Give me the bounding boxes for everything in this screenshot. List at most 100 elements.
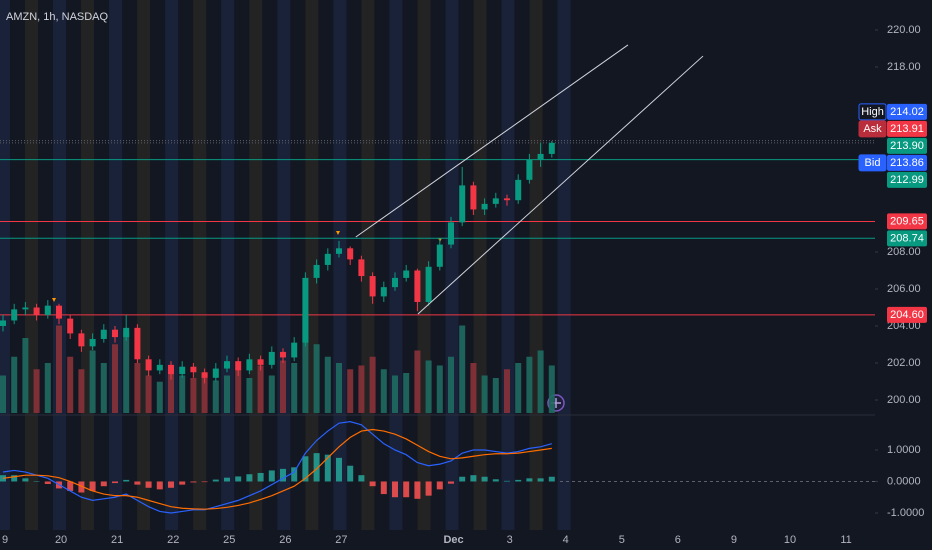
candle-body	[336, 248, 342, 254]
badge-name: Bid	[865, 157, 881, 169]
x-tick-label: 20	[55, 534, 67, 546]
macd-histogram-bar	[504, 480, 510, 482]
x-tick-label: 26	[279, 534, 291, 546]
volume-bar	[392, 375, 398, 413]
premarket-stripe	[193, 0, 207, 530]
price-badge	[887, 213, 927, 230]
macd-histogram-bar	[168, 481, 174, 488]
volume-bar	[112, 344, 118, 413]
volume-bar	[134, 363, 141, 413]
price-badge	[887, 120, 927, 137]
price-badge-label: 214.02	[890, 106, 924, 118]
volume-bar	[56, 325, 62, 413]
macd-line	[2, 421, 552, 514]
candle-body	[257, 359, 264, 365]
x-tick-label: 9	[2, 534, 8, 546]
chart-title: AMZN, 1h, NASDAQ	[6, 11, 109, 23]
volume-bar	[403, 373, 410, 413]
volume-bar	[313, 344, 320, 413]
candle-body	[201, 372, 208, 378]
macd-histogram-bar	[448, 481, 454, 484]
macd-histogram-bar	[257, 472, 264, 482]
candle-body	[89, 338, 96, 347]
macd-histogram-bar	[134, 481, 141, 485]
y-tick-label: 202.00	[887, 357, 921, 369]
badge-name-bg	[858, 154, 887, 172]
candle-body	[11, 309, 18, 321]
macd-histogram-bar	[22, 478, 29, 482]
candle-body	[212, 368, 219, 378]
macd-histogram-bar	[358, 475, 365, 482]
candle-body	[44, 305, 51, 315]
candle-body	[459, 185, 466, 223]
candle-body	[358, 259, 365, 277]
y-tick-label: 218.00	[887, 61, 921, 73]
macd-histogram-bar	[291, 467, 298, 482]
macd-histogram-bar	[78, 481, 85, 493]
trendline	[417, 55, 704, 315]
macd-histogram-bar	[515, 479, 522, 482]
volume-bar	[504, 369, 510, 413]
volume-bar	[224, 375, 230, 413]
volume-bar	[33, 369, 40, 413]
macd-histogram-bar	[302, 456, 309, 482]
afterhours-stripe	[501, 0, 515, 530]
macd-histogram-bar	[100, 481, 107, 487]
macd-histogram-bar	[537, 478, 544, 482]
volume-bar	[123, 331, 130, 413]
volume-bar	[526, 356, 533, 413]
price-badge-label: 204.60	[890, 309, 924, 321]
candle-body	[347, 248, 354, 260]
macd-histogram-bar	[459, 476, 466, 482]
volume-bar	[44, 363, 51, 413]
price-badge	[887, 230, 927, 247]
candle-body	[313, 264, 320, 278]
volume-bar	[324, 356, 331, 413]
candle-body	[380, 287, 387, 297]
candle-body	[190, 366, 197, 373]
x-tick-label: 27	[335, 534, 347, 546]
candle-body	[369, 276, 376, 297]
candle-body	[145, 359, 152, 371]
afterhours-stripe	[0, 0, 10, 530]
candle-body	[436, 244, 443, 267]
x-tick-label: Dec	[443, 534, 463, 546]
price-badge	[887, 306, 927, 323]
volume-bar	[190, 378, 197, 413]
volume-bar	[436, 365, 443, 413]
volume-bar	[201, 373, 208, 413]
macd-histogram-bar	[324, 454, 331, 482]
volume-bar	[336, 363, 342, 413]
afterhours-stripe	[165, 0, 179, 530]
candle-body	[0, 320, 6, 327]
macd-histogram-bar	[224, 477, 230, 482]
macd-histogram-bar	[145, 481, 152, 488]
macd-histogram-bar	[470, 475, 477, 482]
candle-body	[56, 305, 62, 319]
trendline	[355, 44, 629, 238]
x-tick-label: 9	[731, 534, 737, 546]
candle-body	[22, 307, 29, 310]
volume-bar	[78, 369, 85, 413]
macd-histogram-bar	[436, 481, 443, 490]
volume-bar	[280, 360, 286, 413]
macd-histogram-bar	[123, 479, 130, 482]
macd-histogram-bar	[347, 465, 354, 482]
candle-body	[504, 198, 510, 201]
price-badge	[887, 103, 927, 120]
volume-bar	[246, 378, 253, 413]
afterhours-stripe	[53, 0, 66, 530]
volume-bar	[358, 365, 365, 413]
price-badge	[887, 171, 927, 188]
candle-body	[112, 329, 118, 338]
macd-histogram-bar	[156, 481, 163, 490]
price-badge-label: 213.91	[890, 123, 924, 135]
volume-bar	[481, 375, 488, 413]
x-tick-label: 22	[167, 534, 179, 546]
y-tick-label: 206.00	[887, 283, 921, 295]
macd-histogram-bar	[179, 481, 186, 485]
volume-bar	[448, 356, 454, 413]
macd-histogram-bar	[212, 479, 219, 482]
volume-bar	[100, 363, 107, 413]
y-tick-label: 204.00	[887, 320, 921, 332]
